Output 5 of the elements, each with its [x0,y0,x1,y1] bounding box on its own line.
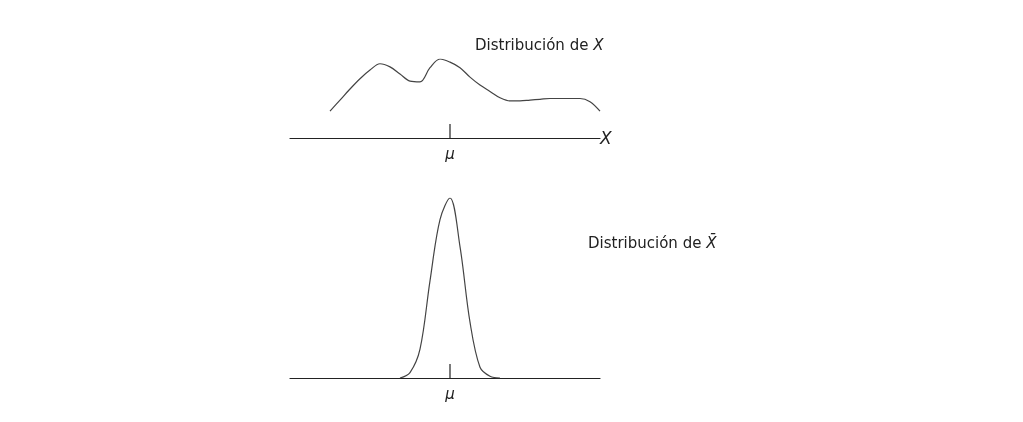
chart-title: Distribución de X [475,35,605,54]
text: Distribución de X̄ [588,232,718,252]
x-axis-title: X [599,128,612,148]
text: μ [444,144,455,163]
text: μ [444,384,455,403]
